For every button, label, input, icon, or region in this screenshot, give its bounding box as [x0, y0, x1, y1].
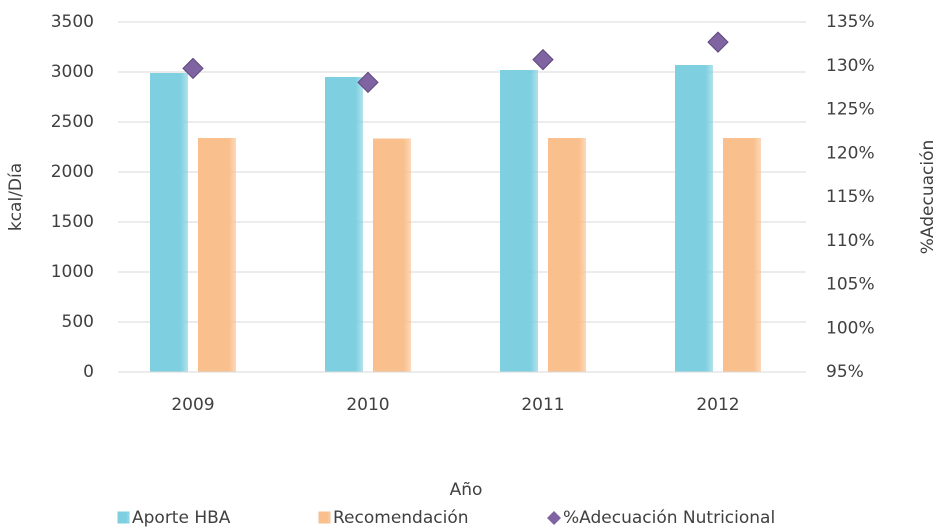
- y-tick-label: 500: [62, 312, 94, 332]
- x-tick-label: 2009: [171, 395, 214, 415]
- x-axis-title: Año: [450, 480, 483, 500]
- bar: [500, 70, 538, 372]
- y-axis-title: kcal/Día: [6, 163, 26, 231]
- y-tick-label: 3500: [51, 12, 94, 32]
- legend-label: %Adecuación Nutricional: [563, 508, 775, 528]
- y-tick-label: 0: [83, 362, 94, 382]
- y-tick-label: 1000: [51, 262, 94, 282]
- marker: [532, 48, 554, 71]
- y2-tick-label: 120%: [826, 143, 875, 163]
- legend-label: Recomendación: [333, 508, 469, 528]
- y2-tick-label: 105%: [826, 275, 875, 295]
- y-tick-label: 2000: [51, 162, 94, 182]
- x-tick-label: 2011: [521, 395, 564, 415]
- y2-tick-label: 135%: [826, 12, 875, 32]
- marker: [707, 31, 729, 53]
- legend-label: Aporte HBA: [132, 508, 231, 528]
- marker: [182, 57, 204, 80]
- marker: [357, 71, 379, 94]
- legend-swatch: [117, 511, 130, 524]
- y2-tick-label: 95%: [826, 362, 864, 382]
- legend-swatch: [547, 511, 561, 525]
- y2-tick-label: 130%: [826, 56, 875, 76]
- x-tick-label: 2012: [696, 395, 739, 415]
- bar: [373, 138, 411, 372]
- legend-swatch: [318, 511, 331, 524]
- y-tick-label: 3000: [51, 62, 94, 82]
- y-tick-label: 1500: [51, 212, 94, 232]
- y-tick-label: 2500: [51, 112, 94, 132]
- bar: [198, 138, 236, 372]
- bar: [723, 138, 761, 372]
- y2-tick-label: 115%: [826, 187, 875, 207]
- y2-tick-label: 125%: [826, 100, 875, 120]
- bar: [675, 65, 713, 372]
- x-tick-label: 2010: [346, 395, 389, 415]
- y2-tick-label: 100%: [826, 318, 875, 338]
- bar: [325, 77, 363, 372]
- y2-axis-title: %Adecuación: [918, 140, 937, 255]
- y2-tick-label: 110%: [826, 231, 875, 251]
- bar: [150, 73, 188, 372]
- bar: [548, 138, 586, 372]
